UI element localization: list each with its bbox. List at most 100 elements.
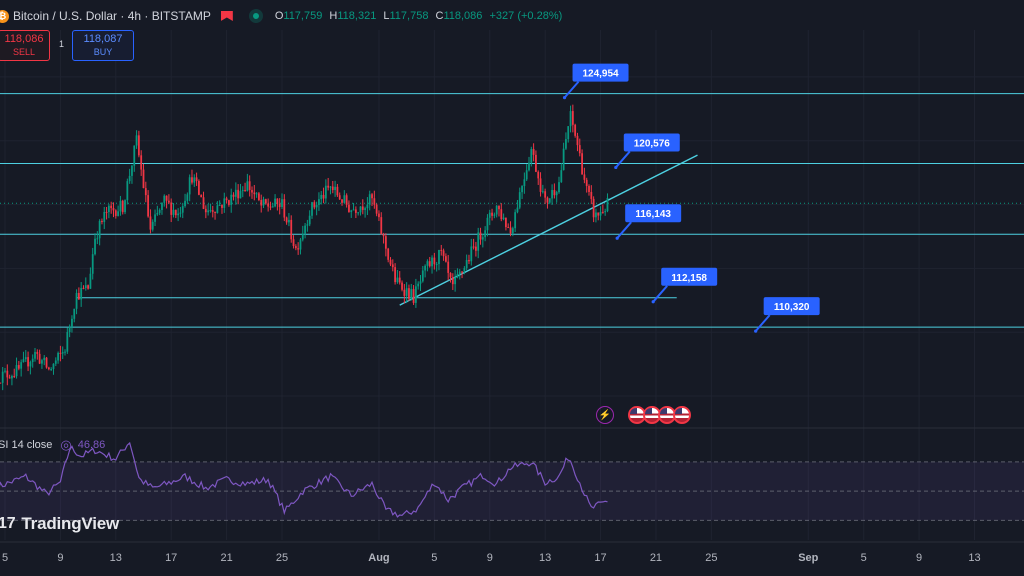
candle (509, 221, 512, 237)
candle-body (41, 360, 43, 364)
candle-body (486, 217, 489, 231)
candle-body (509, 227, 512, 234)
candle (165, 195, 168, 209)
rsi-value: 46.86 (77, 439, 106, 451)
candle (82, 285, 85, 290)
candle-body (281, 199, 283, 208)
candle-body (27, 357, 29, 367)
candle-body (567, 126, 570, 140)
candle-body (408, 288, 410, 299)
candle-body (354, 209, 357, 213)
candle (574, 123, 577, 138)
candle-body (66, 332, 69, 352)
candle-body (124, 200, 126, 213)
candle (1, 366, 4, 391)
candle (135, 130, 138, 149)
candle-body (539, 178, 542, 192)
candle (491, 208, 493, 221)
buy-price: 118,087 (83, 33, 123, 45)
sell-button[interactable]: 118,086 SELL (0, 30, 50, 61)
candle-body (601, 211, 604, 213)
candle-body (114, 210, 117, 216)
candle-body (440, 249, 443, 251)
candle (583, 167, 586, 184)
rsi-legend: SI 14 close ◎ 46.86 (0, 437, 105, 453)
candle-body (532, 149, 535, 155)
candle (50, 367, 53, 372)
candle (234, 182, 237, 205)
candle-body (424, 265, 427, 271)
candle-body (82, 287, 85, 289)
tradingview-logo[interactable]: 17 TradingView (0, 514, 119, 534)
price-callout: 116,143 (615, 204, 682, 240)
candle (555, 190, 558, 203)
x-tick-label: 25 (705, 552, 717, 564)
candle (447, 255, 450, 281)
candle (313, 200, 316, 210)
trend-line (399, 154, 698, 306)
candle (535, 150, 537, 173)
candle-body (119, 200, 122, 212)
candle-body (260, 199, 263, 206)
candle-body (537, 171, 540, 179)
callout-anchor (615, 236, 619, 240)
candle-body (606, 197, 609, 212)
candle-body (158, 209, 161, 213)
x-tick-label: 13 (110, 552, 122, 564)
candle (528, 156, 530, 172)
candle-body (288, 219, 290, 223)
candle (20, 359, 23, 377)
candle (373, 190, 376, 209)
candle (66, 327, 69, 354)
candle (107, 203, 110, 219)
bookmark-icon[interactable] (220, 11, 233, 21)
callout-pointer (652, 285, 668, 303)
candle-body (551, 190, 553, 199)
candle-body (253, 192, 256, 195)
candle (237, 184, 240, 205)
candle-body (43, 357, 46, 361)
candle-body (147, 195, 150, 217)
candle (541, 184, 544, 194)
candle-body (75, 292, 78, 309)
us-flag-icon[interactable] (673, 406, 691, 424)
candle-body (179, 212, 182, 214)
lightning-icon[interactable]: ⚡ (596, 406, 614, 424)
candle-body (262, 199, 265, 206)
candle (228, 199, 230, 207)
candle (444, 253, 447, 263)
ohlc-high: 118,321 (337, 10, 377, 22)
candle-body (311, 202, 313, 216)
candle-body (334, 186, 336, 191)
ohlc-close: 118,086 (443, 10, 483, 22)
candle-body (50, 368, 53, 370)
candle-body (555, 192, 558, 196)
candle-body (269, 206, 272, 208)
candle-body (588, 185, 590, 192)
symbol-title[interactable]: Bitcoin / U.S. Dollar · 4h · BITSTAMP (13, 9, 211, 23)
candle (80, 282, 83, 307)
rsi-title[interactable]: SI 14 close (0, 439, 53, 451)
candle (8, 374, 11, 379)
candle-body (294, 246, 297, 249)
candle (560, 163, 563, 183)
candle-body (518, 192, 521, 208)
candle-body (149, 216, 152, 230)
buy-button[interactable]: 118,087 BUY (72, 30, 134, 61)
candle-body (283, 199, 286, 218)
candle (394, 263, 397, 285)
candle (518, 187, 521, 210)
sell-price: 118,086 (4, 33, 44, 45)
candle-body (246, 181, 249, 191)
candle-body (322, 194, 325, 199)
candle (461, 271, 463, 279)
price-callout: 110,320 (754, 297, 820, 333)
candle-body (64, 351, 66, 353)
candle-body (535, 154, 537, 172)
bitcoin-icon: ₿ (0, 9, 9, 23)
price-callout: 124,954 (562, 63, 629, 100)
candle-body (419, 281, 422, 284)
candle (391, 259, 394, 272)
candle-body (15, 365, 18, 377)
